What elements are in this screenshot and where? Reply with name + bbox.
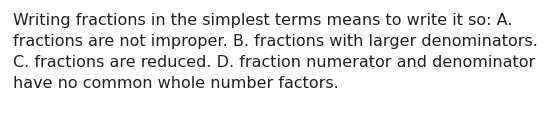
Text: Writing fractions in the simplest terms means to write it so: A.
fractions are n: Writing fractions in the simplest terms … [13, 13, 538, 91]
